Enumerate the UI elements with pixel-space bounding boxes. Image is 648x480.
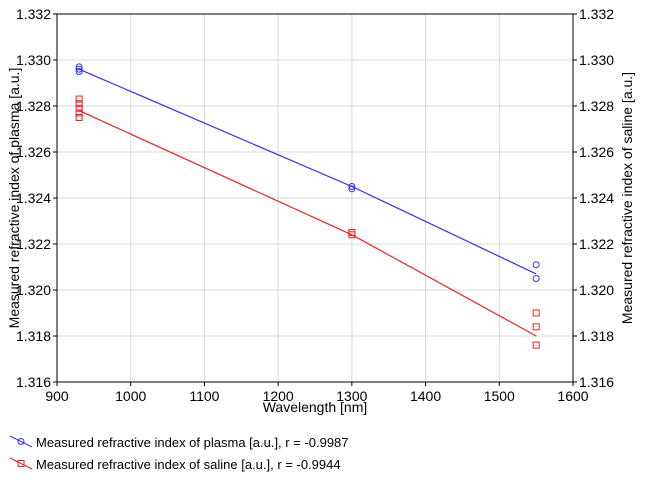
data-point — [75, 95, 83, 103]
x-tick-label: 1500 — [484, 388, 515, 404]
y-axis-label-right: Measured refractive index of saline [a.u… — [619, 72, 635, 324]
x-tick-label: 1100 — [189, 388, 219, 404]
data-point — [75, 100, 83, 108]
x-tick-label: 1000 — [115, 388, 146, 404]
legend-entry-saline: Measured refractive index of saline [a.u… — [9, 457, 341, 472]
data-point — [348, 185, 356, 193]
x-tick-label: 900 — [45, 388, 69, 404]
y-tick-label-right: 1.328 — [579, 98, 614, 114]
x-tick-label: 1600 — [557, 388, 588, 404]
y-tick-label-left: 1.328 — [16, 98, 51, 114]
y-tick-label-left: 1.326 — [16, 144, 51, 160]
data-point — [75, 104, 83, 112]
y-tick-label-left: 1.322 — [16, 236, 51, 252]
y-tick-label-left: 1.318 — [16, 328, 51, 344]
fit-line — [78, 68, 537, 275]
y-tick-label-right: 1.324 — [579, 190, 614, 206]
y-tick-label-left: 1.330 — [16, 52, 51, 68]
x-axis-label: Wavelength [nm] — [263, 399, 368, 415]
data-point — [75, 114, 83, 121]
y-tick-label-left: 1.316 — [16, 374, 51, 390]
series-0 — [75, 63, 540, 282]
y-tick-label-right: 1.316 — [579, 374, 614, 390]
y-tick-label-left: 1.332 — [16, 6, 51, 22]
y-tick-label-right: 1.322 — [579, 236, 614, 252]
x-tick-label: 1400 — [410, 388, 441, 404]
data-point — [532, 275, 540, 282]
legend-label-saline: Measured refractive index of saline [a.u… — [36, 457, 341, 472]
grid-lines — [57, 14, 573, 382]
y-tick-label-left: 1.324 — [16, 190, 51, 206]
legend-label-plasma: Measured refractive index of plasma [a.u… — [36, 435, 349, 450]
x-tick-label: 1200 — [263, 388, 294, 404]
y-tick-label-right: 1.320 — [579, 282, 614, 298]
data-point — [348, 183, 356, 190]
y-tick-label-right: 1.326 — [579, 144, 614, 160]
legend-entry-plasma: Measured refractive index of plasma [a.u… — [9, 435, 349, 450]
data-point — [75, 68, 83, 75]
series-1 — [75, 95, 540, 349]
y-axis-label-left: Measured refractive index of plasma [a.u… — [6, 68, 22, 329]
data-point — [532, 309, 540, 317]
y-tick-label-right: 1.318 — [579, 328, 614, 344]
legend: Measured refractive index of plasma [a.u… — [9, 435, 349, 472]
data-point — [75, 109, 83, 117]
data-series — [75, 63, 540, 349]
y-tick-label-left: 1.320 — [16, 282, 51, 298]
x-tick-label: 1300 — [336, 388, 367, 404]
data-point — [532, 323, 540, 331]
data-point — [75, 65, 83, 73]
data-point — [348, 231, 356, 239]
y-tick-label-right: 1.330 — [579, 52, 614, 68]
y-tick-label-right: 1.332 — [579, 6, 614, 22]
data-point — [532, 261, 540, 269]
data-point — [75, 63, 83, 71]
data-point — [532, 341, 540, 349]
fit-line — [78, 110, 537, 337]
